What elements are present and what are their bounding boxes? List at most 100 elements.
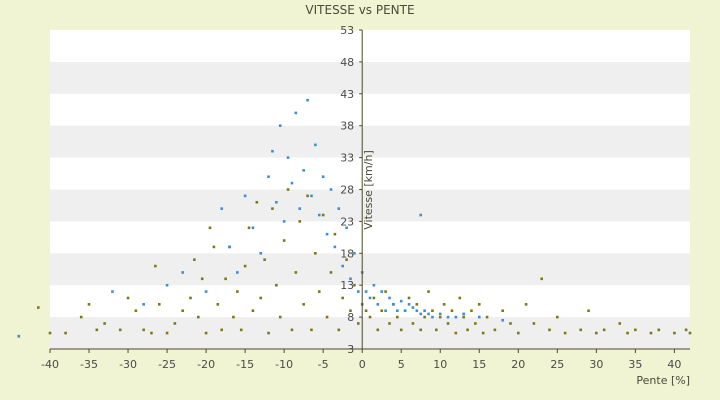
data-point	[341, 296, 344, 300]
data-point	[267, 331, 270, 335]
data-point	[212, 245, 216, 249]
data-point	[411, 322, 415, 325]
data-point	[165, 283, 169, 287]
data-point	[427, 312, 430, 316]
data-point	[306, 98, 309, 102]
data-point	[345, 258, 348, 261]
x-tick-label: -20	[197, 358, 215, 371]
y-tick-label: 13	[340, 279, 354, 292]
data-point	[290, 181, 294, 185]
data-point	[372, 296, 376, 300]
data-point	[556, 315, 559, 319]
data-point	[337, 207, 341, 210]
data-point	[95, 328, 99, 332]
data-point	[165, 331, 169, 335]
data-point	[419, 213, 423, 217]
data-point	[462, 312, 465, 316]
data-point	[450, 309, 454, 313]
data-point	[306, 194, 309, 198]
data-point	[442, 303, 446, 306]
y-tick-label: 33	[340, 152, 354, 165]
y-tick-label: 8	[347, 311, 354, 324]
data-point	[282, 220, 286, 223]
data-point	[329, 188, 333, 191]
data-point	[321, 213, 325, 217]
data-point	[470, 309, 473, 313]
data-point	[372, 283, 376, 287]
data-point	[189, 296, 192, 300]
data-point	[17, 334, 21, 338]
x-tick-label: -30	[119, 358, 137, 371]
data-point	[278, 315, 282, 319]
data-point	[458, 296, 462, 300]
grid-band	[50, 253, 690, 286]
x-tick-labels: -40 -35 -30 -25 -20 -15 -10 -5 0 5 10 15 20 25 30 35 40	[41, 358, 681, 371]
data-point	[435, 328, 438, 332]
data-point	[314, 252, 317, 255]
data-point	[376, 328, 380, 332]
x-tick-label: -40	[41, 358, 59, 371]
data-point	[364, 290, 368, 293]
data-point	[634, 328, 637, 332]
data-point	[384, 290, 387, 293]
data-point	[399, 299, 403, 303]
grid-band	[50, 189, 690, 222]
data-point	[36, 306, 40, 309]
x-tick-label: 25	[550, 358, 564, 371]
data-point	[251, 309, 255, 313]
data-point	[485, 315, 489, 319]
x-tick-label: 10	[433, 358, 447, 371]
data-point	[333, 232, 337, 236]
data-point	[587, 309, 590, 313]
data-point	[540, 277, 544, 281]
data-point	[286, 188, 290, 191]
data-point	[134, 309, 138, 313]
data-point	[532, 322, 536, 325]
data-point	[325, 232, 329, 236]
data-point	[388, 296, 391, 300]
data-point	[310, 194, 313, 198]
data-point	[271, 149, 274, 153]
data-point	[384, 309, 387, 313]
data-point	[396, 315, 399, 319]
data-point	[267, 175, 270, 179]
data-point	[220, 328, 224, 332]
data-point	[673, 331, 676, 335]
data-point	[415, 303, 419, 306]
data-point	[317, 213, 321, 217]
data-point	[181, 309, 184, 313]
data-point	[501, 309, 504, 313]
data-point	[563, 331, 567, 335]
data-point	[48, 331, 52, 335]
y-tick-label: 18	[340, 247, 354, 260]
data-point	[423, 309, 426, 313]
grid-band	[50, 317, 690, 349]
data-point	[403, 309, 407, 313]
x-tick-label: 35	[628, 358, 642, 371]
data-point	[321, 175, 325, 179]
data-point	[310, 328, 313, 332]
data-point	[157, 303, 161, 306]
y-tick-label: 53	[340, 24, 354, 37]
data-point	[243, 194, 247, 198]
data-point	[220, 207, 224, 210]
data-point	[477, 303, 481, 306]
data-point	[204, 331, 208, 335]
data-point	[263, 258, 266, 261]
data-point	[282, 239, 286, 242]
y-tick-label: 23	[340, 215, 354, 228]
data-point	[657, 328, 661, 332]
data-point	[200, 277, 204, 281]
data-point	[275, 283, 278, 287]
data-point	[474, 322, 477, 325]
grid-band	[50, 125, 690, 158]
x-tick-label: 40	[667, 358, 681, 371]
x-tick-label: 30	[589, 358, 603, 371]
data-point	[524, 303, 528, 306]
x-tick-label: -10	[275, 358, 293, 371]
data-point	[454, 315, 458, 319]
data-point	[353, 252, 356, 255]
data-point	[314, 143, 317, 147]
data-point	[688, 331, 692, 335]
